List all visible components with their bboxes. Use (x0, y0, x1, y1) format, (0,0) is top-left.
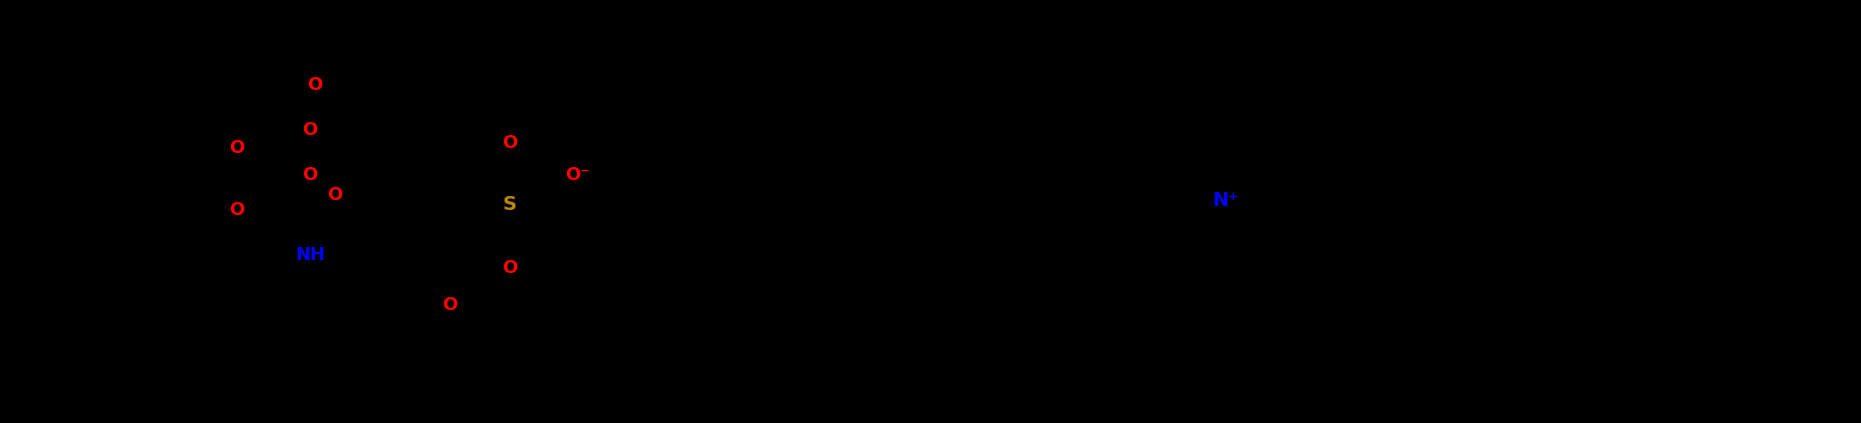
Text: O: O (443, 296, 458, 314)
Text: O: O (301, 121, 318, 139)
Text: O: O (502, 259, 517, 277)
Text: O⁻: O⁻ (566, 166, 590, 184)
Text: S: S (502, 195, 517, 214)
Text: NH: NH (296, 246, 326, 264)
Text: N⁺: N⁺ (1212, 190, 1238, 209)
Text: O: O (301, 166, 318, 184)
Text: O: O (328, 186, 342, 204)
Text: O: O (229, 201, 244, 219)
Text: O: O (307, 76, 322, 94)
Text: O: O (229, 139, 244, 157)
Text: O: O (502, 134, 517, 152)
